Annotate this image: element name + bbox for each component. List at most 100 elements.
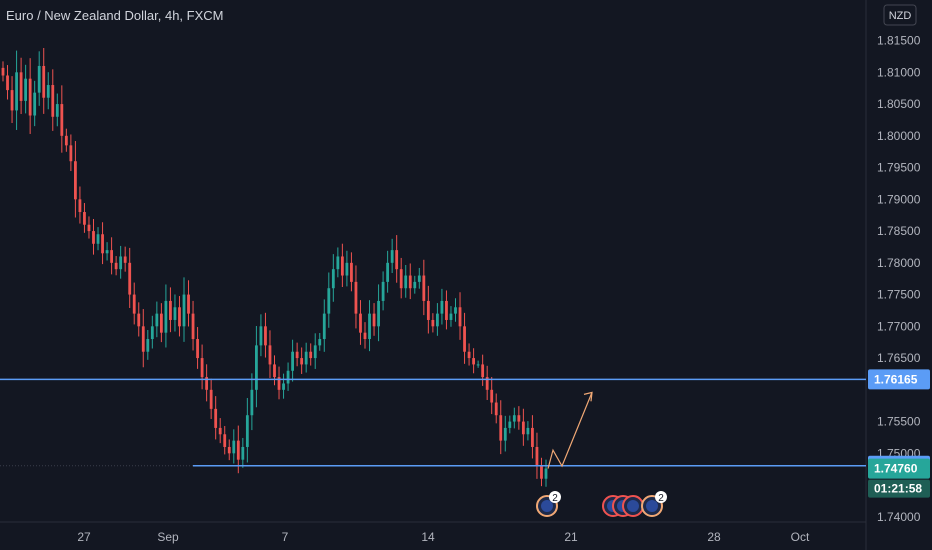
- candle-body: [454, 307, 457, 314]
- candle-body: [37, 65, 41, 93]
- candle-body: [223, 434, 227, 447]
- candle-body: [445, 300, 448, 320]
- eu-flag-icon: [541, 500, 553, 512]
- candle-body: [521, 421, 525, 435]
- candle-body: [227, 446, 231, 454]
- candle-body: [426, 300, 430, 320]
- price-tick-label: 1.81500: [877, 34, 921, 48]
- time-tick-label: Sep: [157, 530, 179, 544]
- candle-body: [277, 377, 281, 390]
- event-count-text: 2: [658, 493, 664, 504]
- candle-body: [159, 313, 163, 333]
- currency-badge[interactable]: [883, 4, 917, 26]
- candle-body: [241, 446, 245, 460]
- time-tick-label: 21: [564, 530, 578, 544]
- eu-flag-icon: [627, 500, 639, 512]
- candle-body: [205, 377, 209, 390]
- candle-body: [33, 92, 37, 116]
- price-tick-label: 1.77000: [877, 319, 921, 333]
- projection-arrow[interactable]: [547, 392, 593, 469]
- candle-body: [508, 421, 512, 428]
- candle-body: [467, 351, 471, 359]
- candle-body: [51, 85, 55, 117]
- candle-body: [236, 440, 240, 460]
- candle-body: [417, 275, 421, 282]
- candle-body: [15, 72, 18, 111]
- candle-body: [87, 224, 91, 232]
- candle-body: [440, 300, 444, 314]
- candle-body: [377, 300, 380, 327]
- candle-body: [327, 288, 331, 314]
- price-tick-label: 1.74000: [877, 510, 921, 524]
- eu-flag-icon: [646, 500, 658, 512]
- last-price-tag[interactable]: [868, 458, 930, 479]
- price-tick-label: 1.80500: [877, 97, 921, 111]
- candle-body: [155, 313, 159, 327]
- candle-body: [132, 294, 136, 314]
- candle-body: [331, 269, 335, 289]
- candle-body: [28, 78, 32, 116]
- candle-body: [218, 427, 222, 435]
- price-tick-label: 1.77500: [877, 288, 921, 302]
- candle-body: [259, 326, 263, 346]
- candle-body: [101, 234, 104, 254]
- candle-body: [78, 199, 82, 213]
- candle-body: [499, 415, 503, 441]
- event-count-text: 2: [552, 493, 558, 504]
- bar-countdown-tag: [868, 479, 930, 498]
- candle-body: [422, 275, 426, 301]
- candle-body: [512, 415, 516, 422]
- candle-body: [354, 281, 358, 314]
- time-tick-label: 14: [421, 530, 435, 544]
- resistance-price-tag-text: 1.76165: [874, 372, 918, 386]
- candle-body: [449, 313, 453, 320]
- candle-body: [187, 294, 190, 314]
- candle-body: [19, 72, 23, 101]
- candle-body: [245, 415, 249, 447]
- candle-body: [408, 275, 412, 289]
- candle-body: [526, 427, 530, 435]
- candle-body: [458, 307, 462, 327]
- candle-body: [313, 345, 317, 359]
- price-tick-label: 1.78500: [877, 224, 921, 238]
- bar-countdown-text: 01:21:58: [874, 482, 922, 496]
- candle-body: [291, 351, 295, 371]
- candle-body: [322, 313, 326, 340]
- candle-body: [340, 256, 344, 276]
- candle-body: [150, 326, 154, 340]
- candle-body: [399, 269, 403, 289]
- candle-body: [386, 262, 390, 282]
- time-tick-label: 28: [707, 530, 721, 544]
- candle-body: [368, 313, 371, 340]
- candle-body: [60, 104, 64, 136]
- candle-body: [123, 256, 127, 263]
- time-tick-label: 27: [77, 530, 91, 544]
- price-tick-label: 1.78000: [877, 256, 921, 270]
- candle-body: [1, 67, 5, 76]
- candle-body: [404, 275, 408, 289]
- candle-body: [92, 231, 95, 244]
- time-tick-label: 7: [282, 530, 289, 544]
- candle-body: [350, 262, 353, 282]
- candle-body: [250, 389, 254, 416]
- candle-body: [309, 351, 313, 359]
- candle-body: [209, 389, 213, 409]
- candle-body: [178, 307, 181, 327]
- candle-body: [268, 345, 272, 365]
- candle-body: [463, 326, 466, 352]
- candle-body: [413, 281, 417, 289]
- candle-body: [395, 250, 399, 270]
- candle-body: [381, 281, 385, 301]
- candle-body: [146, 339, 150, 352]
- candle-body: [119, 256, 123, 270]
- candle-body: [472, 358, 476, 365]
- candle-body: [431, 319, 435, 327]
- candle-body: [73, 161, 77, 200]
- candle-body: [64, 135, 68, 146]
- last-price-tag-text: 1.74760: [874, 462, 918, 476]
- chart-title: Euro / New Zealand Dollar, 4h, FXCM: [6, 8, 224, 23]
- candle-body: [55, 104, 59, 117]
- resistance-price-tag[interactable]: [868, 369, 930, 390]
- candle-body: [6, 75, 9, 91]
